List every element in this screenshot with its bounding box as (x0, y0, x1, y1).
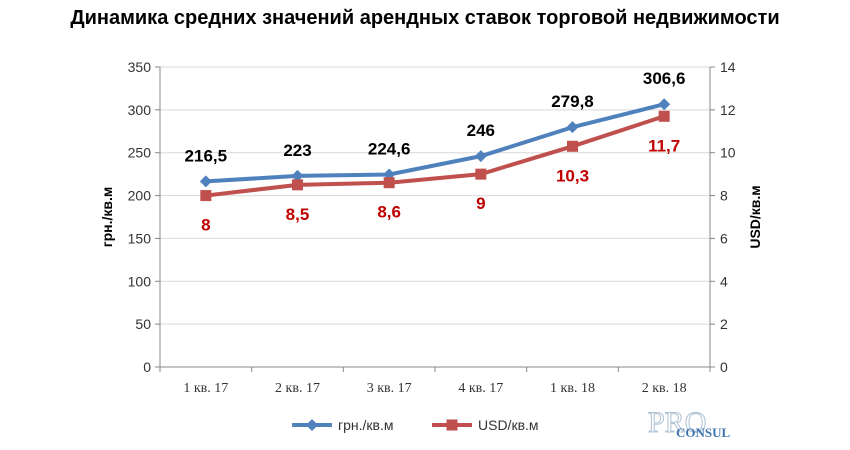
svg-text:PRO: PRO (648, 406, 706, 439)
y2-tick-label: 2 (720, 316, 728, 332)
x-tick-label: 2 кв. 18 (642, 381, 687, 396)
square-marker (200, 190, 212, 202)
y-tick-label: 0 (143, 359, 151, 375)
data-label: 8,5 (286, 205, 310, 224)
y-tick-label: 250 (128, 145, 152, 161)
square-marker (658, 110, 670, 122)
diamond-marker (291, 169, 304, 182)
data-label: 279,8 (551, 92, 594, 111)
data-label: 8,6 (377, 203, 401, 222)
x-tick-label: 3 кв. 17 (367, 381, 412, 396)
y2-tick-label: 0 (720, 359, 728, 375)
diamond-marker (199, 175, 212, 188)
y-tick-label: 100 (128, 273, 152, 289)
data-label: 223 (283, 141, 311, 160)
y-axis-label: грн./кв.м (99, 187, 115, 247)
square-marker (383, 177, 395, 189)
diamond-marker (658, 98, 671, 111)
data-label: 224,6 (368, 139, 411, 158)
watermark-logo: PRO CONSUL (648, 406, 731, 441)
y2-tick-label: 10 (720, 145, 736, 161)
square-marker (446, 419, 458, 431)
x-tick-label: 4 кв. 17 (458, 381, 503, 396)
y2-tick-label: 6 (720, 230, 728, 246)
series-usd: 8 8,5 8,6 9 10,3 11,7 (200, 110, 680, 235)
diamond-marker (306, 419, 318, 431)
series-uah: 216,5 223 224,6 246 279,8 306,6 (185, 69, 686, 188)
y2-tick-label: 12 (720, 102, 736, 118)
diamond-marker (474, 150, 487, 163)
y-tick-label: 50 (135, 316, 151, 332)
svg-text:CONSUL: CONSUL (676, 425, 731, 440)
y2-tick-label: 8 (720, 188, 728, 204)
x-tick-label: 1 кв. 18 (550, 381, 595, 396)
y2-axis-label: USD/кв.м (747, 185, 763, 248)
data-label: 8 (201, 216, 210, 235)
square-marker (567, 140, 578, 152)
y-tick-label: 150 (128, 230, 152, 246)
diamond-marker (566, 121, 579, 134)
x-tick-label: 2 кв. 17 (275, 381, 320, 396)
data-label: 306,6 (643, 69, 686, 88)
square-marker (292, 179, 303, 191)
square-marker (475, 168, 487, 180)
data-label: 10,3 (556, 166, 589, 185)
legend-label: USD/кв.м (478, 417, 539, 433)
legend-label: грн./кв.м (338, 417, 393, 433)
data-label: 9 (476, 194, 485, 213)
chart-title: Динамика средних значений арендных ставо… (70, 7, 779, 29)
y-tick-label: 350 (128, 59, 152, 75)
data-label: 11,7 (648, 136, 680, 155)
y-tick-label: 300 (128, 102, 152, 118)
y-tick-label: 200 (128, 188, 152, 204)
y2-tick-label: 4 (720, 273, 728, 289)
series-line (205, 102, 665, 184)
x-tick-label: 1 кв. 17 (183, 381, 228, 396)
series-line (205, 114, 665, 198)
legend: грн./кв.м USD/кв.м (292, 417, 539, 433)
data-label: 216,5 (185, 146, 228, 165)
y2-tick-label: 14 (720, 59, 736, 75)
data-label: 246 (467, 121, 495, 140)
